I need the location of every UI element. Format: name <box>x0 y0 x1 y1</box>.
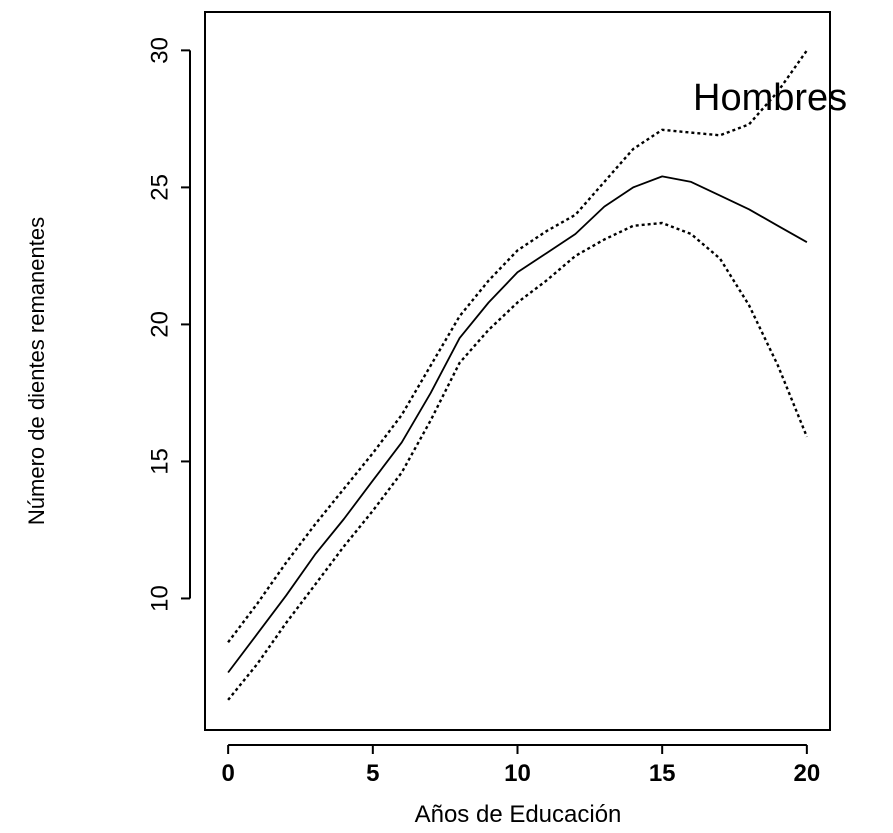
x-axis-label: Años de Educación <box>415 801 622 828</box>
y-tick-label: 20 <box>147 311 174 338</box>
x-tick-label: 15 <box>649 760 676 787</box>
x-tick-label: 20 <box>794 760 821 787</box>
y-axis-label: Número de dientes remanentes <box>24 217 49 525</box>
fitted-line <box>227 175 808 674</box>
plot-frame <box>204 11 831 731</box>
axes-layer: 0 5 10 15 20 10 15 20 25 30 <box>147 37 821 787</box>
x-tick-label: 0 <box>221 760 234 787</box>
y-tick-label: 15 <box>147 448 174 475</box>
y-tick-label: 30 <box>147 37 174 64</box>
series-layer <box>227 49 809 701</box>
x-tick-label: 5 <box>366 760 379 787</box>
x-tick-label: 10 <box>504 760 531 787</box>
series-annotation: Hombres <box>693 77 847 119</box>
y-tick-label: 25 <box>147 174 174 201</box>
confidence-band-line-1 <box>227 49 808 644</box>
y-tick-label: 10 <box>147 585 174 612</box>
confidence-band-line-2 <box>227 221 809 701</box>
